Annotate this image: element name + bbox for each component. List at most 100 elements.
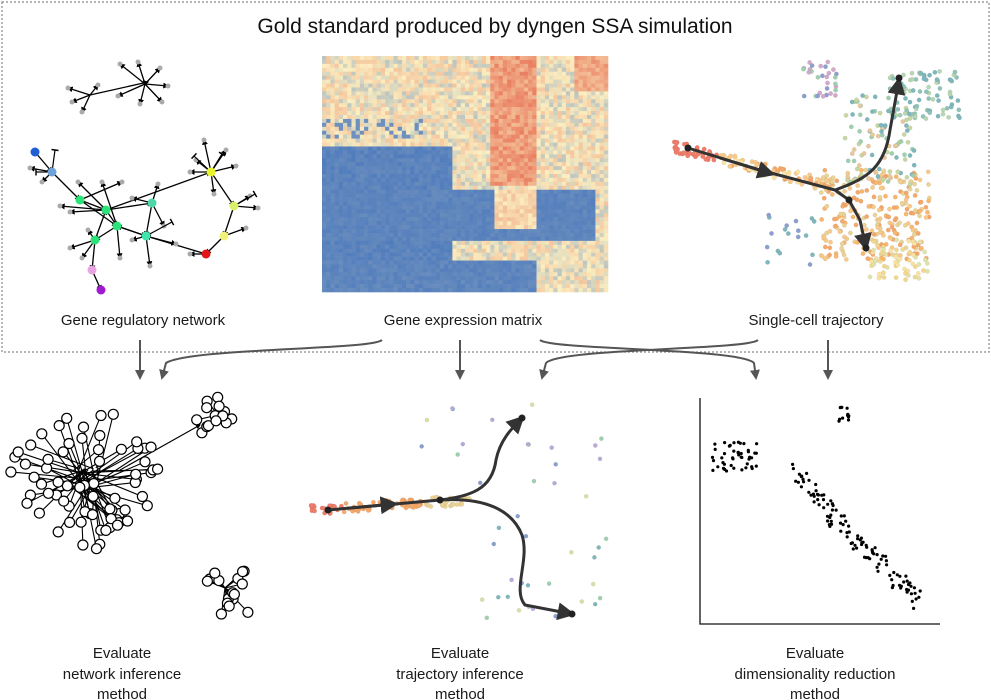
heatmap-cell xyxy=(523,288,529,293)
heatmap-cell xyxy=(326,276,331,281)
heatmap-cell xyxy=(351,236,356,242)
heatmap-cell xyxy=(427,130,432,135)
heatmap-cell xyxy=(523,150,529,155)
heatmap-cell xyxy=(334,268,340,273)
heatmap-cell xyxy=(460,111,466,116)
heatmap-cell xyxy=(347,142,352,147)
heatmap-cell xyxy=(528,181,533,187)
heatmap-cell xyxy=(515,252,520,257)
heatmap-cell xyxy=(372,150,377,155)
heatmap-cell xyxy=(418,83,424,88)
heatmap-cell xyxy=(376,217,382,222)
heatmap-cell xyxy=(494,146,499,151)
heatmap-cell xyxy=(338,150,344,155)
heatmap-cell xyxy=(359,288,365,293)
heatmap-cell xyxy=(355,122,361,128)
heatmap-cell xyxy=(410,79,415,84)
heatmap-cell xyxy=(343,197,348,202)
heatmap-cell xyxy=(364,71,369,76)
heatmap-cell xyxy=(385,209,390,214)
heatmap-cell xyxy=(460,244,466,250)
heatmap-cell xyxy=(351,79,356,84)
heatmap-cell xyxy=(326,79,331,84)
heatmap-cell xyxy=(355,244,361,250)
heatmap-cell xyxy=(465,185,470,191)
heatmap-cell xyxy=(431,162,436,167)
heatmap-cell xyxy=(586,56,592,61)
heatmap-cell xyxy=(536,240,542,246)
heatmap-cell xyxy=(351,284,356,289)
heatmap-cell xyxy=(338,91,344,96)
heatmap-cell xyxy=(330,122,335,128)
heatmap-cell xyxy=(528,189,533,194)
heatmap-cell xyxy=(603,150,609,155)
heatmap-cell xyxy=(549,233,554,238)
heatmap-cell xyxy=(477,75,483,80)
heatmap-cell xyxy=(477,174,483,179)
heatmap-cell xyxy=(439,150,445,155)
heatmap-cell xyxy=(565,213,571,218)
heatmap-cell xyxy=(469,240,474,246)
heatmap-cell xyxy=(532,170,537,175)
heatmap-cell xyxy=(410,185,415,191)
heatmap-cell xyxy=(473,288,478,293)
heatmap-cell xyxy=(372,158,377,163)
heatmap-cell xyxy=(368,221,373,226)
heatmap-cell xyxy=(511,193,516,198)
heatmap-cell xyxy=(372,122,377,128)
heatmap-cell xyxy=(330,99,335,104)
heatmap-cell xyxy=(481,205,487,210)
heatmap-cell xyxy=(422,138,428,143)
heatmap-cell xyxy=(380,166,386,171)
heatmap-cell xyxy=(368,233,373,238)
heatmap-cell xyxy=(599,221,605,226)
heatmap-cell xyxy=(603,154,609,159)
cell-point xyxy=(911,162,917,168)
heatmap-cell xyxy=(490,213,495,218)
heatmap-cell xyxy=(502,280,508,285)
heatmap-cell xyxy=(380,189,386,194)
heatmap-cell xyxy=(578,154,584,159)
heatmap-cell xyxy=(528,115,533,120)
heatmap-cell xyxy=(511,170,516,175)
grn-node xyxy=(75,179,81,185)
heatmap-cell xyxy=(427,91,432,96)
heatmap-cell xyxy=(578,185,584,191)
heatmap-cell xyxy=(519,284,525,289)
heatmap-cell xyxy=(494,201,499,206)
heatmap-cell xyxy=(574,146,579,151)
cell-point xyxy=(769,231,774,236)
heatmap-cell xyxy=(443,256,449,261)
heatmap-cell xyxy=(477,264,483,269)
heatmap-cell xyxy=(385,205,390,210)
cell-point xyxy=(916,261,922,267)
heatmap-cell xyxy=(544,122,550,128)
heatmap-cell xyxy=(536,181,542,187)
heatmap-cell xyxy=(406,99,411,104)
heatmap-cell xyxy=(582,99,588,104)
heatmap-cell xyxy=(385,150,390,155)
heatmap-cell xyxy=(523,256,529,261)
heatmap-cell xyxy=(544,288,550,293)
heatmap-cell xyxy=(359,213,365,218)
heatmap-cell xyxy=(544,229,550,234)
grn-gene-node xyxy=(87,265,97,275)
heatmap-cell xyxy=(528,217,533,222)
heatmap-cell xyxy=(364,111,369,116)
heatmap-cell xyxy=(397,162,403,167)
heatmap-cell xyxy=(561,181,567,187)
heatmap-cell xyxy=(498,103,504,108)
heatmap-cell xyxy=(359,256,365,261)
heatmap-cell xyxy=(355,205,361,210)
heatmap-cell xyxy=(334,276,340,281)
heatmap-cell xyxy=(502,189,508,194)
heatmap-cell xyxy=(574,83,579,88)
heatmap-cell xyxy=(586,63,592,69)
heatmap-cell xyxy=(502,166,508,171)
heatmap-cell xyxy=(502,138,508,143)
heatmap-cell xyxy=(570,91,575,96)
heatmap-cell xyxy=(380,193,386,198)
heatmap-cell xyxy=(452,280,457,285)
heatmap-cell xyxy=(591,91,596,96)
heatmap-cell xyxy=(532,233,537,238)
